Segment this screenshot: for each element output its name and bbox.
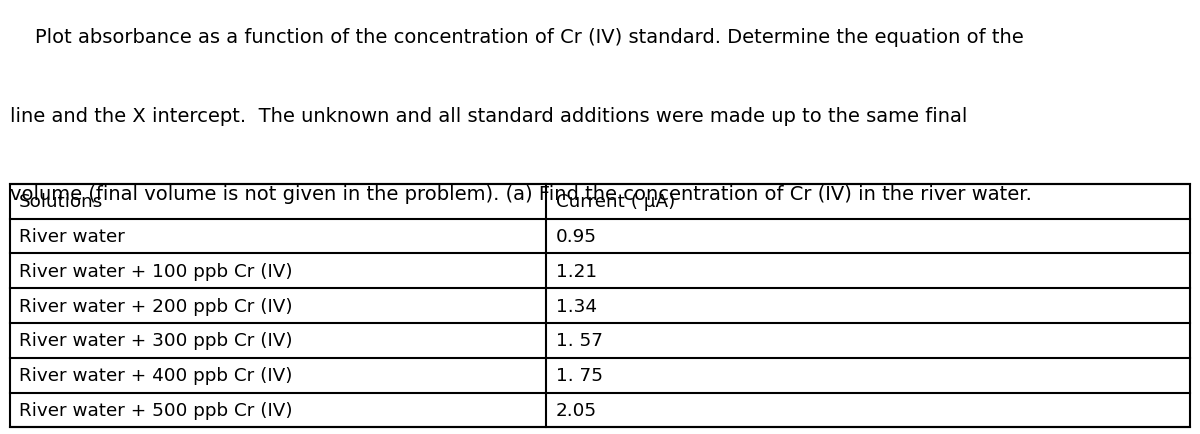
Text: River water + 400 ppb Cr (IV): River water + 400 ppb Cr (IV) — [19, 366, 293, 385]
Text: River water: River water — [19, 227, 125, 246]
Text: Current ( μA): Current ( μA) — [556, 193, 674, 211]
Text: 1. 75: 1. 75 — [556, 366, 602, 385]
Text: River water + 100 ppb Cr (IV): River water + 100 ppb Cr (IV) — [19, 262, 293, 280]
Text: line and the X intercept.  The unknown and all standard additions were made up t: line and the X intercept. The unknown an… — [10, 106, 967, 125]
Text: Plot absorbance as a function of the concentration of Cr (IV) standard. Determin: Plot absorbance as a function of the con… — [10, 28, 1024, 47]
Text: River water + 500 ppb Cr (IV): River water + 500 ppb Cr (IV) — [19, 401, 293, 419]
Text: 0.95: 0.95 — [556, 227, 596, 246]
Text: 2.05: 2.05 — [556, 401, 596, 419]
Text: 1. 57: 1. 57 — [556, 332, 602, 350]
Text: Solutions: Solutions — [19, 193, 103, 211]
Text: volume (final volume is not given in the problem). (a) Find the concentration of: volume (final volume is not given in the… — [10, 184, 1032, 204]
Text: 1.21: 1.21 — [556, 262, 596, 280]
Text: River water + 200 ppb Cr (IV): River water + 200 ppb Cr (IV) — [19, 297, 293, 315]
Text: 1.34: 1.34 — [556, 297, 596, 315]
Text: River water + 300 ppb Cr (IV): River water + 300 ppb Cr (IV) — [19, 332, 293, 350]
